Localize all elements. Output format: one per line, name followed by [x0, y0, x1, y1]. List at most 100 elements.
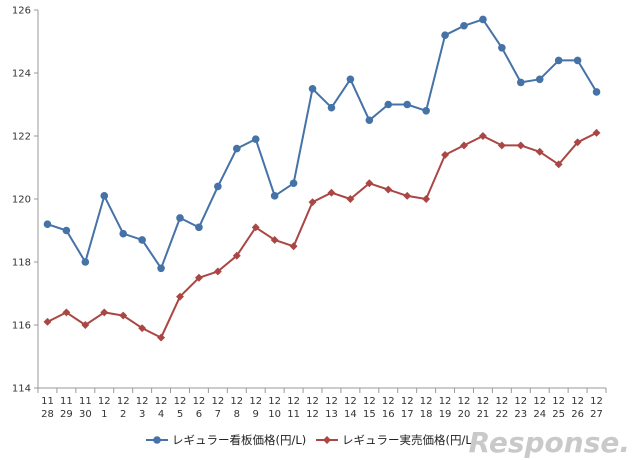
x-tick-label-day: 21 [477, 409, 490, 420]
y-tick-label: 116 [12, 321, 31, 332]
signboard-price-point [233, 144, 241, 153]
actual-price-point [535, 147, 544, 156]
x-tick-label-month: 12 [117, 396, 130, 407]
actual-price-point [573, 138, 582, 147]
signboard-price-point [327, 103, 336, 112]
x-tick-label-month: 12 [495, 396, 508, 407]
y-tick-label: 118 [12, 258, 31, 269]
x-tick-label-month: 12 [306, 396, 319, 407]
x-tick-label-month: 12 [439, 396, 452, 407]
y-tick-label: 114 [12, 384, 31, 395]
x-tick-label-day: 3 [139, 409, 145, 420]
actual-price-point [592, 128, 601, 137]
series-actual-price [43, 128, 601, 342]
x-tick-label-month: 12 [533, 396, 546, 407]
signboard-price-point [195, 223, 203, 232]
signboard-price-point [592, 88, 601, 96]
signboard-price-point [517, 78, 525, 87]
signboard-price-point [251, 135, 260, 143]
signboard-price-point [157, 264, 165, 273]
x-tick-label-day: 11 [287, 409, 300, 420]
x-tick-label-month: 12 [420, 396, 433, 407]
x-tick-label-month: 12 [325, 396, 338, 407]
actual-price-point [138, 324, 147, 333]
signboard-price-point [498, 44, 506, 52]
x-tick-label-month: 12 [193, 396, 206, 407]
x-tick-label-month: 12 [98, 396, 111, 407]
actual-price-point [270, 235, 279, 244]
x-tick-label-day: 2 [120, 409, 126, 420]
actual-price-point [308, 198, 317, 207]
chart-legend: レギュラー看板価格(円/L) レギュラー実売価格(円/L) [146, 433, 476, 447]
y-axis-tick-labels: 114 116 118 120 122 124 126 [12, 6, 31, 395]
actual-price-point [327, 188, 336, 197]
x-tick-label-day: 14 [344, 409, 357, 420]
actual-price-point [251, 223, 260, 232]
x-tick-label-day: 12 [306, 409, 319, 420]
x-tick-label-day: 24 [533, 409, 546, 420]
x-tick-label-month: 12 [552, 396, 565, 407]
signboard-price-line [47, 18, 598, 270]
x-tick-label-day: 5 [177, 409, 183, 420]
x-tick-label-day: 23 [514, 409, 527, 420]
actual-price-point [43, 317, 52, 326]
y-tick-label: 124 [12, 69, 31, 80]
signboard-price-point [214, 182, 222, 191]
x-tick-label-month: 12 [174, 396, 187, 407]
x-tick-label-month: 12 [287, 396, 300, 407]
signboard-price-point [554, 56, 563, 65]
signboard-price-point [479, 15, 487, 24]
actual-price-point [365, 179, 374, 188]
signboard-price-point [308, 84, 317, 93]
actual-price-point [213, 267, 222, 276]
x-tick-label-month: 12 [571, 396, 584, 407]
actual-price-point [289, 242, 298, 251]
x-tick-label-month: 12 [344, 396, 357, 407]
x-tick-label-day: 4 [158, 409, 164, 420]
signboard-price-point [270, 192, 279, 200]
actual-price-point [516, 141, 525, 150]
x-tick-label-month: 12 [230, 396, 243, 407]
x-tick-label-day: 13 [325, 409, 338, 420]
y-tick-label: 122 [12, 132, 31, 143]
x-tick-label-month: 12 [249, 396, 262, 407]
x-tick-label-month: 12 [211, 396, 224, 407]
actual-price-point [176, 292, 184, 301]
legend-marker-signboard [153, 436, 161, 444]
actual-price-point [460, 141, 468, 150]
x-tick-label-month: 11 [79, 396, 92, 407]
x-tick-label-day: 6 [196, 409, 202, 420]
x-tick-label-day: 29 [60, 409, 73, 420]
signboard-price-point [81, 258, 90, 266]
x-tick-label-day: 10 [268, 409, 281, 420]
x-tick-label-day: 20 [458, 409, 471, 420]
x-tick-label-day: 28 [41, 409, 54, 420]
chart-axes [34, 9, 607, 393]
x-tick-label-day: 25 [552, 409, 565, 420]
series-layer [43, 15, 601, 342]
x-tick-label-month: 12 [477, 396, 490, 407]
actual-price-point [422, 195, 431, 203]
x-tick-label-month: 12 [136, 396, 149, 407]
y-tick-label: 120 [12, 195, 31, 206]
x-tick-label-day: 27 [590, 409, 603, 420]
response-watermark: Response. [469, 426, 630, 459]
x-tick-label-month: 11 [41, 396, 54, 407]
x-tick-label-day: 22 [495, 409, 508, 420]
actual-price-point [497, 141, 506, 150]
x-tick-label-month: 12 [458, 396, 471, 407]
x-tick-label-day: 19 [439, 409, 452, 420]
signboard-price-point [346, 75, 355, 84]
x-tick-label-day: 16 [382, 409, 395, 420]
x-tick-label-month: 12 [363, 396, 376, 407]
signboard-price-point [403, 100, 412, 109]
legend-marker-actual [323, 436, 331, 444]
actual-price-point [346, 195, 355, 203]
legend-item-actual-price: レギュラー実売価格(円/L) [316, 433, 476, 447]
signboard-price-point [441, 31, 449, 39]
actual-price-point [384, 185, 393, 194]
signboard-price-point [422, 107, 430, 115]
signboard-price-point [176, 214, 184, 222]
signboard-price-point [384, 100, 393, 109]
x-tick-label-day: 9 [253, 409, 259, 420]
